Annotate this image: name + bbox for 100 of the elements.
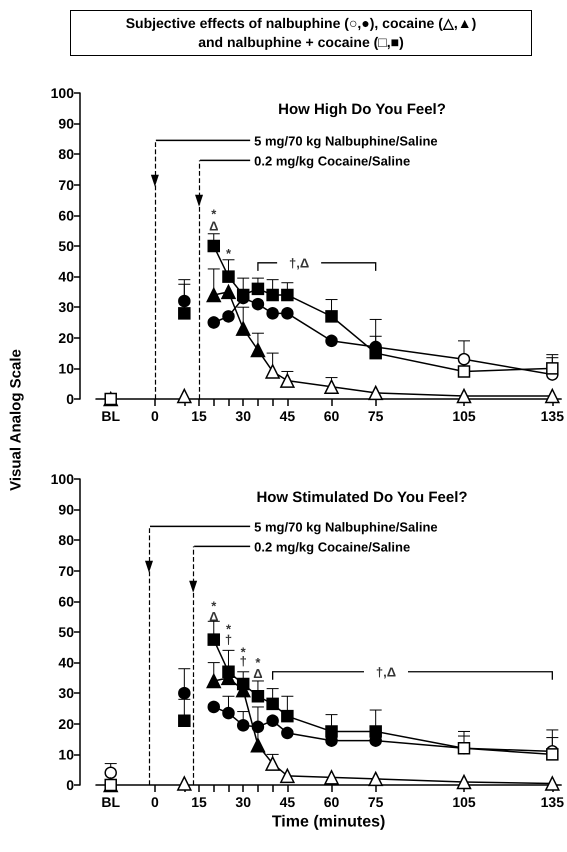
point [252, 282, 264, 296]
x-tick-label: 15 [191, 794, 208, 810]
y-tick-label: 30 [58, 685, 74, 702]
x-tick-label: 45 [280, 794, 296, 810]
point [545, 776, 560, 791]
point [252, 720, 264, 734]
point [178, 714, 191, 727]
y-tick-label: 90 [58, 502, 74, 518]
annotation: †,Δ [376, 664, 396, 680]
ref-line-label: 0.2 mg/kg Cocaine/Saline [254, 539, 410, 554]
y-tick-label: 0 [66, 391, 74, 407]
y-tick-label: 70 [58, 562, 74, 579]
y-tick-label: 10 [58, 360, 74, 376]
point [545, 388, 560, 404]
point [177, 776, 192, 791]
x-tick-label: 30 [235, 794, 252, 810]
point [252, 298, 264, 310]
point [369, 346, 382, 360]
y-tick-label: 50 [58, 624, 74, 640]
x-tick-label: BL [101, 794, 120, 810]
x-tick-label: 0 [150, 794, 159, 810]
point [266, 307, 279, 320]
point [281, 710, 294, 722]
y-tick-label: 40 [58, 654, 74, 671]
annotation: * [226, 246, 232, 262]
x-tick-label: 105 [452, 794, 476, 810]
point [265, 364, 280, 379]
point [266, 288, 279, 302]
y-tick-label: 100 [50, 471, 74, 487]
point [266, 698, 279, 710]
x-tick-label: 135 [540, 794, 564, 810]
point [368, 772, 383, 786]
point [236, 288, 250, 302]
point [222, 706, 235, 720]
y-tick-label: 80 [58, 532, 74, 548]
y-tick-label: 40 [58, 268, 74, 285]
point [280, 768, 295, 784]
point [222, 666, 235, 678]
x-tick-label: 105 [452, 408, 476, 424]
y-tick-label: 50 [58, 238, 74, 254]
point [222, 310, 235, 323]
point [208, 240, 220, 252]
y-tick-label: 100 [50, 85, 74, 101]
point [222, 270, 235, 283]
point [208, 700, 220, 714]
x-tick-label: 135 [540, 408, 564, 424]
x-tick-label: 0 [150, 408, 159, 424]
text: How High Do You Feel? [278, 101, 446, 118]
x-tick-label: 75 [368, 408, 384, 424]
point [208, 316, 220, 329]
y-tick-label: 20 [58, 330, 74, 346]
y-tick-label: 30 [58, 299, 74, 316]
x-tick-label: 60 [324, 408, 340, 424]
ref-line-label: 5 mg/70 kg Nalbuphine/Saline [254, 519, 438, 534]
annotation: * [211, 206, 218, 222]
annotation: †,Δ [289, 255, 310, 270]
point [281, 726, 294, 740]
point [177, 388, 192, 404]
point [208, 633, 220, 646]
annotation: † [224, 632, 232, 648]
text: How Stimulated Do You Feel? [256, 489, 468, 506]
point [456, 388, 472, 404]
point [236, 678, 250, 690]
y-tick-label: 70 [58, 176, 74, 193]
x-tick-label: BL [101, 408, 120, 424]
annotation: Δ [209, 218, 218, 234]
text: Subjective effects of nalbuphine (○,●), cocaine (△,▲) and nalbuphine + cocaine (□,■) [70, 10, 532, 56]
point [236, 719, 250, 732]
y-tick-label: 80 [58, 146, 74, 162]
y-tick-label: 10 [58, 746, 74, 762]
point [252, 690, 264, 703]
point [266, 714, 279, 727]
y-tick-label: 60 [58, 593, 74, 610]
point [178, 686, 191, 700]
ref-line-label: 5 mg/70 kg Nalbuphine/Saline [254, 133, 438, 148]
point [280, 373, 295, 388]
point [265, 756, 280, 771]
point [368, 386, 383, 400]
y-tick-label: 60 [58, 207, 74, 224]
x-tick-label: 60 [324, 794, 340, 810]
point [325, 725, 338, 738]
x-tick-label: 75 [368, 794, 384, 810]
ref-line-label: 0.2 mg/kg Cocaine/Saline [254, 153, 410, 168]
point [456, 774, 472, 790]
y-tick-label: 0 [66, 777, 74, 793]
y-tick-label: 20 [58, 716, 74, 732]
y-tick-label: 90 [58, 116, 74, 132]
point [178, 294, 191, 308]
x-tick-label: 45 [280, 408, 296, 424]
annotation: † [240, 654, 247, 669]
point [281, 307, 294, 320]
point [324, 380, 339, 394]
x-tick-label: 30 [235, 408, 252, 424]
point [325, 310, 338, 323]
x-axis-title: Time (minutes) [272, 813, 386, 830]
y-axis-title: Visual Analog Scale [8, 349, 24, 491]
point [324, 770, 339, 785]
point [178, 307, 191, 320]
x-tick-label: 15 [191, 408, 208, 424]
point [369, 725, 382, 738]
